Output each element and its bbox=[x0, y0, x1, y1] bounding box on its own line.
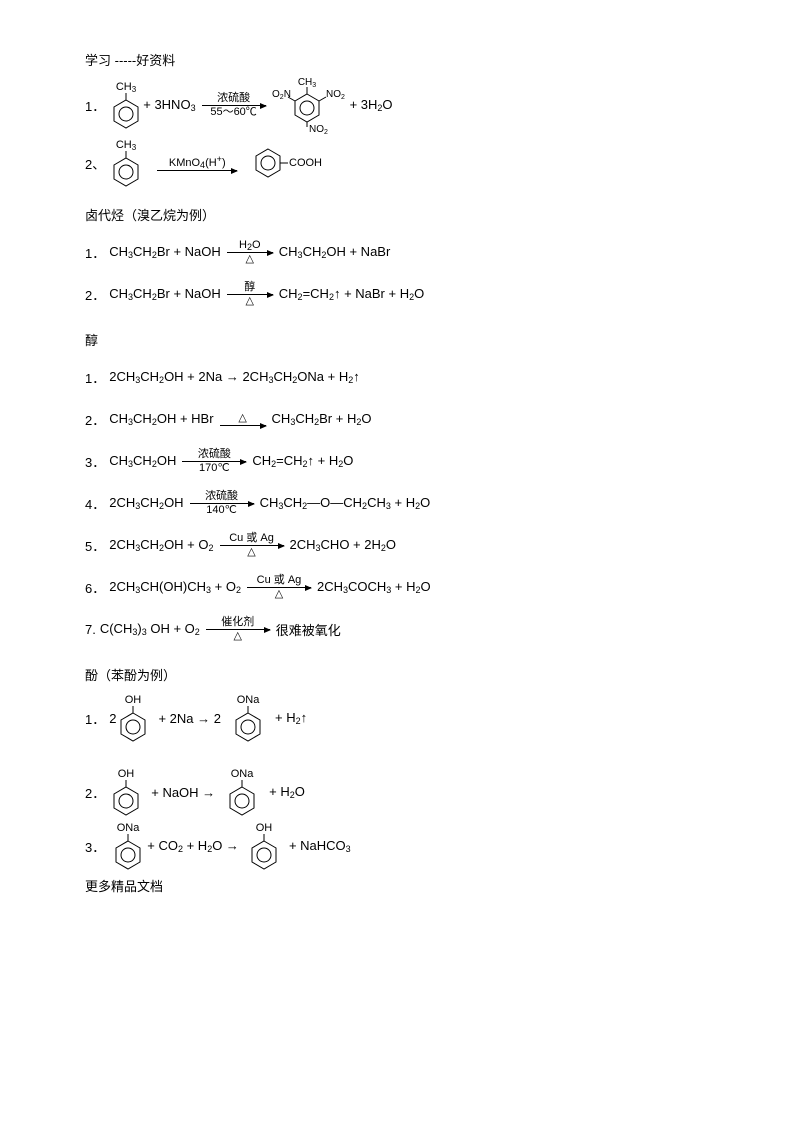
num-label: 2、 bbox=[85, 154, 105, 173]
reaction-1: 1． CH3 + 3HNO3 浓硫酸 55～60℃ CH3 O2N NO2 NO… bbox=[85, 77, 715, 133]
reaction-2: 2、 CH3 KMnO4(H+) COOH bbox=[85, 139, 715, 187]
section-alcohol: 醇 bbox=[85, 330, 715, 349]
phenol-1: 1． 2 OH + 2Na → 2 ONa + H2↑ bbox=[85, 694, 715, 742]
alcohol-3: 3． CH3CH2OH 浓硫酸 170℃ CH2=CH2↑ + H2O bbox=[85, 443, 715, 479]
phenol-icon: OH bbox=[109, 768, 143, 816]
arrow-icon: 催化剂 △ bbox=[206, 616, 270, 641]
alcohol-1: 1． 2CH3CH2OH + 2Na → 2CH3CH2ONa + H2↑ bbox=[85, 359, 715, 395]
alcohol-4: 4． 2CH3CH2OH 浓硫酸 140℃ CH3CH2—O—CH2CH3 + … bbox=[85, 485, 715, 521]
arrow-icon: 浓硫酸 55～60℃ bbox=[202, 92, 266, 117]
arrow-icon: 浓硫酸 140℃ bbox=[190, 490, 254, 515]
svg-text:ONa: ONa bbox=[231, 768, 255, 780]
benzoic-acid-icon: COOH bbox=[251, 146, 321, 180]
arrow-icon: △ bbox=[220, 412, 266, 425]
section-haloalkane: 卤代烃（溴乙烷为例） bbox=[85, 205, 715, 224]
alcohol-7: 7. C(CH3)3 OH + O2 催化剂 △ 很难被氧化 bbox=[85, 611, 715, 647]
arrow-icon: 醇 △ bbox=[227, 281, 273, 306]
page-footer: 更多精品文档 bbox=[85, 876, 715, 895]
section-phenol: 酚（苯酚为例） bbox=[85, 665, 715, 684]
phenoxide-icon: ONa bbox=[229, 694, 267, 742]
alcohol-5: 5． 2CH3CH2OH + O2 Cu 或 Ag △ 2CH3CHO + 2H… bbox=[85, 527, 715, 563]
svg-text:CH3: CH3 bbox=[116, 81, 137, 94]
svg-text:COOH: COOH bbox=[289, 157, 322, 169]
alcohol-6: 6． 2CH3CH(OH)CH3 + O2 Cu 或 Ag △ 2CH3COCH… bbox=[85, 569, 715, 605]
phenoxide-icon: ONa bbox=[223, 768, 261, 816]
num-label: 1． bbox=[85, 96, 105, 115]
page-header: 学习 -----好资料 bbox=[85, 50, 715, 69]
arrow-icon: 浓硫酸 170℃ bbox=[182, 448, 246, 473]
svg-text:ONa: ONa bbox=[237, 694, 261, 706]
svg-text:NO2: NO2 bbox=[309, 124, 328, 136]
arrow-icon: H2O △ bbox=[227, 239, 273, 266]
svg-text:OH: OH bbox=[125, 694, 142, 706]
phenoxide-icon: ONa bbox=[109, 822, 147, 870]
svg-text:ONa: ONa bbox=[117, 822, 141, 834]
toluene-icon: CH3 bbox=[109, 81, 143, 129]
toluene-icon: CH3 bbox=[109, 139, 143, 187]
haloalkane-1: 1． CH3CH2Br + NaOH H2O △ CH3CH2OH + NaBr bbox=[85, 234, 715, 270]
haloalkane-2: 2． CH3CH2Br + NaOH 醇 △ CH2=CH2↑ + NaBr +… bbox=[85, 276, 715, 312]
svg-text:OH: OH bbox=[256, 822, 273, 834]
phenol-icon: OH bbox=[116, 694, 150, 742]
tnt-icon: CH3 O2N NO2 NO2 bbox=[272, 77, 342, 133]
svg-text:OH: OH bbox=[118, 768, 135, 780]
svg-text:CH3: CH3 bbox=[116, 139, 137, 152]
r1-reagent: + 3HNO3 bbox=[143, 97, 195, 113]
r1-product: + 3H2O bbox=[342, 97, 393, 113]
phenol-3: 3． ONa + CO2 + H2O → OH + NaHCO3 bbox=[85, 822, 715, 870]
arrow-icon: Cu 或 Ag △ bbox=[247, 574, 311, 599]
arrow-icon: Cu 或 Ag △ bbox=[220, 532, 284, 557]
phenol-icon: OH bbox=[247, 822, 281, 870]
arrow-icon: KMnO4(H+) bbox=[157, 155, 237, 172]
svg-text:O2N: O2N bbox=[272, 89, 291, 101]
phenol-2: 2． OH + NaOH → ONa + H2O bbox=[85, 768, 715, 816]
alcohol-2: 2． CH3CH2OH + HBr △ CH3CH2Br + H2O bbox=[85, 401, 715, 437]
